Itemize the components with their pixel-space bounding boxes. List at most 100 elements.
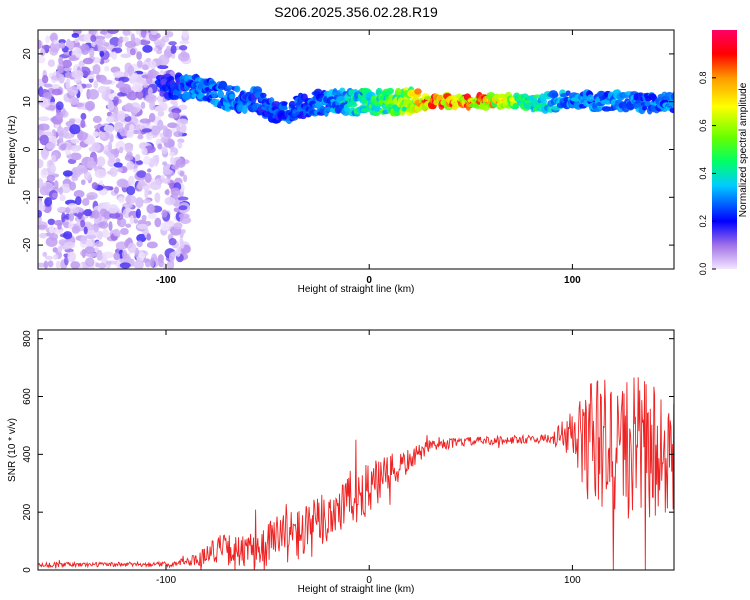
colorbar: 0.0 0.2 0.4 0.6 0.8 Normalized spectral ampl…: [698, 30, 749, 275]
snr-x-label: Height of straight line (km): [298, 584, 415, 595]
noise-blob: [80, 44, 90, 55]
noise-blob: [157, 64, 169, 70]
noise-blob: [167, 122, 179, 129]
noise-blob: [148, 112, 156, 123]
noise-blob: [45, 142, 56, 150]
noise-blob: [98, 262, 107, 269]
noise-blob: [164, 31, 174, 38]
noise-blob: [93, 80, 99, 89]
signal-blob: [280, 105, 288, 111]
noise-blob: [58, 39, 66, 44]
noise-blob: [175, 158, 186, 168]
signal-blob: [224, 103, 232, 112]
noise-blob: [85, 234, 97, 239]
noise-blob: [151, 70, 159, 76]
noise-blob: [68, 221, 74, 230]
noise-blob: [142, 199, 152, 204]
noise-blob: [94, 241, 104, 248]
noise-blob: [65, 206, 71, 214]
colorbar-label: Normalized spectral amplitude: [738, 82, 749, 217]
signal-blob: [288, 100, 296, 109]
noise-blob: [162, 161, 168, 166]
noise-blob: [73, 189, 85, 198]
noise-blob: [180, 229, 186, 234]
noise-blob: [180, 240, 185, 249]
noise-blob: [134, 153, 141, 162]
noise-blob: [147, 168, 152, 173]
noise-blob: [113, 96, 119, 107]
noise-blob: [113, 105, 119, 114]
noise-blob: [108, 141, 113, 152]
noise-blob: [41, 44, 51, 50]
noise-blob: [112, 228, 121, 237]
noise-blob: [136, 233, 147, 243]
noise-blob: [118, 146, 124, 154]
snr-x-ticks: -100 0 100: [156, 330, 581, 586]
noise-blob: [38, 158, 44, 169]
noise-blob: [55, 70, 61, 79]
noise-blob: [95, 74, 101, 80]
noise-blob: [160, 221, 170, 231]
noise-blob: [57, 222, 62, 230]
noise-blob: [177, 196, 189, 201]
noise-blob: [135, 197, 144, 208]
y-tick-label: 200: [22, 503, 33, 520]
noise-blob: [80, 119, 86, 129]
noise-blob: [161, 209, 168, 218]
noise-blob: [96, 230, 103, 240]
noise-blob: [170, 187, 181, 196]
signal-blob: [211, 90, 218, 99]
noise-blob: [47, 260, 54, 268]
signal-blob: [217, 90, 225, 99]
noise-blob: [38, 204, 46, 212]
noise-blob: [69, 181, 77, 191]
signal-blob: [386, 87, 395, 94]
signal-blob: [259, 92, 267, 98]
noise-blob: [52, 247, 58, 253]
noise-blob: [66, 142, 72, 151]
noise-blob: [106, 30, 119, 35]
noise-blob: [119, 127, 128, 137]
noise-blob: [99, 30, 108, 35]
colorbar-tick-label: 0.6: [698, 119, 708, 132]
y-tick-label: 0: [22, 146, 33, 152]
noise-blob: [76, 164, 85, 175]
noise-blob: [136, 170, 147, 178]
noise-blob: [142, 64, 149, 71]
spectrogram-x-ticks: -100 0 100: [156, 30, 581, 286]
noise-blob: [82, 198, 90, 206]
y-tick-label: -10: [22, 190, 33, 205]
noise-blob: [68, 56, 77, 61]
noise-blob: [133, 218, 139, 224]
x-tick-label: 100: [564, 275, 581, 286]
noise-blob: [38, 39, 42, 50]
noise-blob: [170, 156, 175, 165]
noise-blob: [107, 158, 116, 168]
noise-blob: [55, 260, 61, 269]
noise-blob: [86, 160, 97, 169]
noise-blob: [149, 257, 155, 268]
noise-blob: [139, 118, 152, 124]
y-tick-label: 20: [22, 48, 33, 60]
noise-blob: [46, 174, 56, 182]
noise-blob: [149, 60, 157, 70]
snr-series-line: [38, 377, 674, 570]
noise-blob: [67, 251, 77, 263]
signal-blob: [497, 93, 508, 99]
noise-blob: [138, 251, 146, 259]
signal-blob: [551, 92, 559, 98]
y-tick-label: 400: [22, 446, 33, 463]
noise-blob: [39, 96, 51, 108]
noise-blob: [102, 251, 115, 259]
noise-blob: [115, 157, 121, 164]
y-tick-label: 10: [22, 96, 33, 108]
noise-blob: [74, 38, 79, 44]
noise-blob: [117, 110, 126, 122]
noise-blob: [129, 215, 134, 225]
noise-blob: [156, 50, 163, 55]
noise-blob: [83, 226, 88, 235]
x-tick-label: -100: [156, 575, 176, 586]
noise-blob: [80, 112, 87, 120]
